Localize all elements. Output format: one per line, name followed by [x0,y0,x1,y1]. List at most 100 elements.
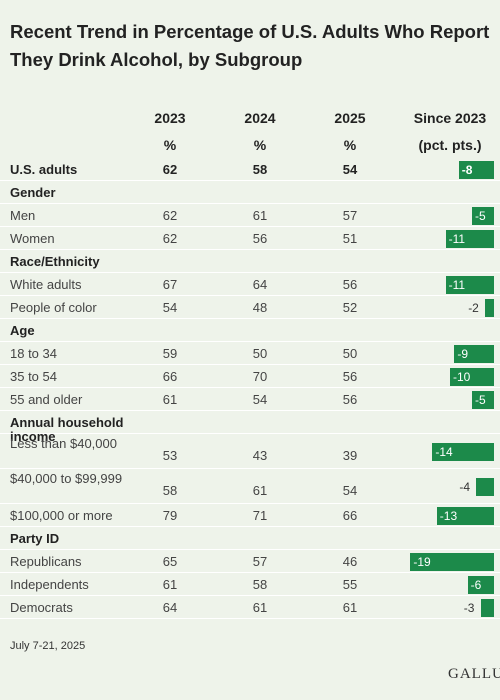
change-label: -4 [459,479,471,494]
value-2025: 52 [342,300,358,315]
change-label: -11 [448,231,466,246]
change-bar [445,275,494,294]
change-bar [476,477,494,496]
value-2023: 61 [162,392,178,407]
table-row: Less than $40,000 53 43 39 -14 [0,434,500,469]
table-row: Men 62 61 57 -5 [0,204,500,227]
change-bar [467,575,494,594]
row-label: $100,000 or more [10,507,113,523]
col-unit-2023: % [163,137,177,153]
section-label: Annual household income [10,414,124,444]
change-bar [436,506,494,525]
change-bar [410,552,494,571]
value-2025: 50 [342,346,358,361]
value-2025: 61 [342,600,358,615]
row-label: Less than $40,000 [10,436,117,451]
row-label: White adults [10,276,82,292]
row-label: Republicans [10,553,82,569]
change-label: -9 [457,346,469,361]
value-2024: 61 [252,208,268,223]
value-2025: 57 [342,208,358,223]
change-label: -5 [475,208,486,223]
section-header: Race/Ethnicity [0,250,500,273]
value-2024: 61 [252,600,268,615]
row-label: Women [10,230,55,246]
value-2023: 66 [162,369,178,384]
change-bar [472,390,494,409]
row-label: People of color [10,299,97,315]
section-label: Gender [10,184,56,200]
value-2023: 62 [162,208,178,223]
value-2023: 65 [162,554,178,569]
table-row: 18 to 34 59 50 50 -9 [0,342,500,365]
value-2024: 54 [252,392,268,407]
value-2025: 54 [342,483,358,498]
change-bar [472,206,494,225]
value-2023: 64 [162,600,178,615]
value-2023: 59 [162,346,178,361]
value-2024: 58 [252,162,268,177]
value-2024: 48 [252,300,268,315]
value-2024: 57 [252,554,268,569]
value-2023: 67 [162,277,178,292]
value-2025: 66 [342,508,358,523]
change-bar [450,367,494,386]
footnote: July 7-21, 2025 [10,640,86,652]
change-bar [445,229,494,248]
value-2025: 54 [342,162,358,177]
row-label: 55 and older [10,391,83,407]
section-header: Annual household income [0,411,500,443]
row-label: 35 to 54 [10,368,57,384]
change-label: -13 [439,508,458,523]
col-header-2024: 2024 [244,110,276,126]
table-row: 55 and older 61 54 56 -5 [0,388,500,411]
value-2024: 43 [252,448,268,463]
value-2023: 79 [162,508,178,523]
change-label: -19 [413,554,431,569]
value-2025: 56 [342,369,358,384]
value-2024: 50 [252,346,268,361]
value-2025: 51 [342,231,358,246]
chart-title: Recent Trend in Percentage of U.S. Adult… [10,21,490,70]
change-label: -14 [435,444,453,459]
section-header: Age [0,319,500,342]
value-2025: 56 [342,392,358,407]
value-2025: 56 [342,277,358,292]
table-row: $100,000 or more 79 71 66 -13 [0,504,500,527]
value-2025: 46 [342,554,358,569]
section-label: Age [10,322,35,338]
table-row: Women 62 56 51 -11 [0,227,500,250]
value-2023: 58 [162,483,178,498]
value-2024: 58 [252,577,268,592]
col-header-2023: 2023 [154,110,186,126]
row-label: Independents [10,576,89,592]
value-2025: 55 [342,577,358,592]
change-bar [454,344,494,363]
table-row: Democrats 64 61 61 -3 [0,596,500,619]
row-label: U.S. adults [10,161,78,177]
gallup-logo: GALLUP [448,666,500,682]
change-label: -11 [448,277,466,292]
change-label: -3 [463,600,475,615]
row-label: $40,000 to $99,999 [10,471,123,486]
change-bar [485,298,494,317]
table-row: 35 to 54 66 70 56 -10 [0,365,500,388]
change-bar [432,442,494,461]
change-label: -8 [461,162,473,177]
row-label: 18 to 34 [10,345,57,361]
col-header-change: Since 2023 [413,110,487,126]
value-2024: 56 [252,231,268,246]
change-bar [458,160,494,179]
value-2023: 62 [162,231,178,246]
table-row: $40,000 to $99,999 58 61 54 -4 [0,469,500,504]
table-row: Independents 61 58 55 -6 [0,573,500,596]
value-2023: 61 [162,577,178,592]
value-2024: 71 [252,508,268,523]
change-label: -5 [475,392,486,407]
value-2023: 62 [162,162,178,177]
value-2024: 61 [252,483,268,498]
row-label: Democrats [10,599,73,615]
col-unit-2024: % [253,137,267,153]
change-label: -10 [453,369,471,384]
section-header: Gender [0,181,500,204]
